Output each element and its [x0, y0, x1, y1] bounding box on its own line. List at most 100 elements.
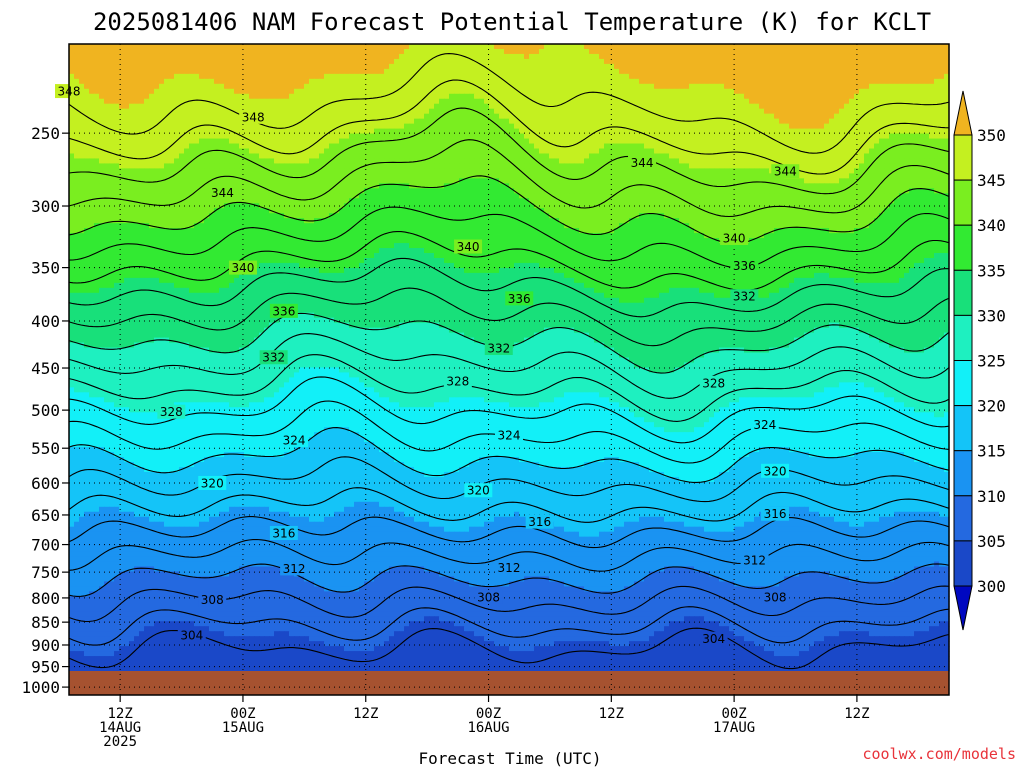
colorbar-label-345: 345: [977, 171, 1006, 190]
contour-label-text: 336: [272, 304, 295, 318]
contour-label-text: 348: [242, 110, 265, 124]
contour-label-336-8: 336: [270, 304, 298, 319]
contour-label-308-29: 308: [198, 592, 226, 607]
contour-label-324-19: 324: [751, 417, 779, 432]
contour-label-text: 316: [764, 507, 787, 521]
contour-label-316-23: 316: [270, 526, 298, 541]
y-axis: 2503003504004505005506006507007508008509…: [21, 124, 69, 697]
contour-label-text: 320: [764, 464, 787, 478]
contour-label-text: 340: [723, 231, 746, 245]
contour-label-316-25: 316: [761, 507, 789, 522]
contour-label-344-3: 344: [628, 155, 656, 170]
x-axis-label: Forecast Time (UTC): [418, 749, 601, 768]
x-tick-label-0-2: 2025: [103, 734, 137, 750]
contour-label-320-22: 320: [761, 464, 789, 479]
colorbar-swatch-6: [954, 406, 972, 451]
y-tick-label-950: 950: [31, 658, 60, 677]
contour-label-text: 308: [201, 593, 224, 607]
contour-label-text: 312: [498, 561, 521, 575]
contour-label-312-26: 312: [280, 561, 308, 576]
contour-label-332-13: 332: [730, 289, 758, 304]
chart-title: 2025081406 NAM Forecast Potential Temper…: [93, 8, 931, 36]
contour-label-320-21: 320: [464, 483, 492, 498]
y-tick-label-800: 800: [31, 589, 60, 608]
y-tick-label-500: 500: [31, 401, 60, 420]
contour-label-text: 340: [457, 240, 480, 254]
contour-label-text: 304: [180, 629, 203, 643]
contour-label-340-5: 340: [229, 261, 257, 276]
contour-label-312-27: 312: [495, 560, 523, 575]
contour-label-text: 340: [232, 261, 255, 275]
contour-label-text: 332: [733, 290, 756, 304]
contour-label-text: 324: [283, 434, 306, 448]
contour-label-text: 324: [498, 428, 521, 442]
y-tick-label-550: 550: [31, 439, 60, 458]
contour-label-text: 316: [528, 515, 551, 529]
x-tick-label-5-1: 17AUG: [713, 720, 755, 736]
contour-label-text: 324: [753, 418, 776, 432]
contour-label-344-4: 344: [771, 164, 799, 179]
contour-label-text: 328: [160, 405, 183, 419]
contour-label-text: 316: [272, 526, 295, 540]
colorbar-label-335: 335: [977, 261, 1006, 280]
y-tick-label-250: 250: [31, 124, 60, 143]
x-tick-label-3-1: 16AUG: [467, 720, 509, 736]
x-tick-label-6-0: 12Z: [844, 706, 869, 722]
colorbar-swatch-4: [954, 315, 972, 360]
colorbar-label-310: 310: [977, 487, 1006, 506]
contour-label-text: 312: [743, 554, 766, 568]
contour-label-text: 312: [283, 562, 306, 576]
contour-label-text: 308: [764, 590, 787, 604]
contour-label-text: 332: [487, 341, 510, 355]
colorbar-bottom-arrow: [954, 586, 972, 630]
colorbar-swatch-8: [954, 496, 972, 541]
contour-label-text: 320: [467, 484, 490, 498]
colorbar-swatch-2: [954, 225, 972, 270]
contour-label-312-28: 312: [741, 553, 769, 568]
contour-label-text: 344: [774, 165, 797, 179]
y-tick-label-750: 750: [31, 563, 60, 582]
contour-label-340-6: 340: [454, 240, 482, 255]
contour-label-304-32: 304: [178, 628, 206, 643]
colorbar-swatch-3: [954, 270, 972, 315]
contour-label-text: 328: [446, 375, 469, 389]
contour-label-text: 320: [201, 476, 224, 490]
colorbar-label-330: 330: [977, 306, 1006, 325]
colorbar-top-arrow: [954, 91, 972, 135]
ground-strip: [69, 671, 949, 695]
colorbar-swatch-7: [954, 451, 972, 496]
colorbar-label-305: 305: [977, 532, 1006, 551]
colorbar-label-350: 350: [977, 126, 1006, 145]
contour-label-336-9: 336: [505, 291, 533, 306]
y-tick-label-450: 450: [31, 359, 60, 378]
y-tick-label-850: 850: [31, 613, 60, 632]
colorbar-swatch-1: [954, 180, 972, 225]
colorbar-label-320: 320: [977, 397, 1006, 416]
y-tick-label-900: 900: [31, 636, 60, 655]
x-tick-label-4-0: 12Z: [599, 706, 624, 722]
y-tick-label-700: 700: [31, 536, 60, 555]
x-tick-label-2-0: 12Z: [353, 706, 378, 722]
colorbar-label-325: 325: [977, 352, 1006, 371]
contour-label-332-11: 332: [260, 350, 288, 365]
contour-label-text: 308: [477, 590, 500, 604]
contour-label-328-14: 328: [157, 405, 185, 420]
contour-label-320-20: 320: [198, 476, 226, 491]
contour-label-text: 328: [702, 376, 725, 390]
colorbar-label-315: 315: [977, 442, 1006, 461]
colorbar-swatch-0: [954, 135, 972, 180]
contour-label-text: 304: [702, 632, 725, 646]
colorbar: 350 345 340 335 330 325 320 315 310 305 300: [954, 91, 1006, 630]
colorbar-swatch-9: [954, 541, 972, 586]
contour-label-328-15: 328: [444, 374, 472, 389]
contour-label-308-31: 308: [761, 590, 789, 605]
contour-label-316-24: 316: [526, 515, 554, 530]
colorbar-label-300: 300: [977, 577, 1006, 596]
contour-label-344-2: 344: [208, 185, 236, 200]
contour-label-328-16: 328: [700, 376, 728, 391]
colorbar-label-340: 340: [977, 216, 1006, 235]
contour-label-text: 336: [733, 259, 756, 273]
y-tick-label-350: 350: [31, 259, 60, 278]
colorbar-swatch-5: [954, 361, 972, 406]
